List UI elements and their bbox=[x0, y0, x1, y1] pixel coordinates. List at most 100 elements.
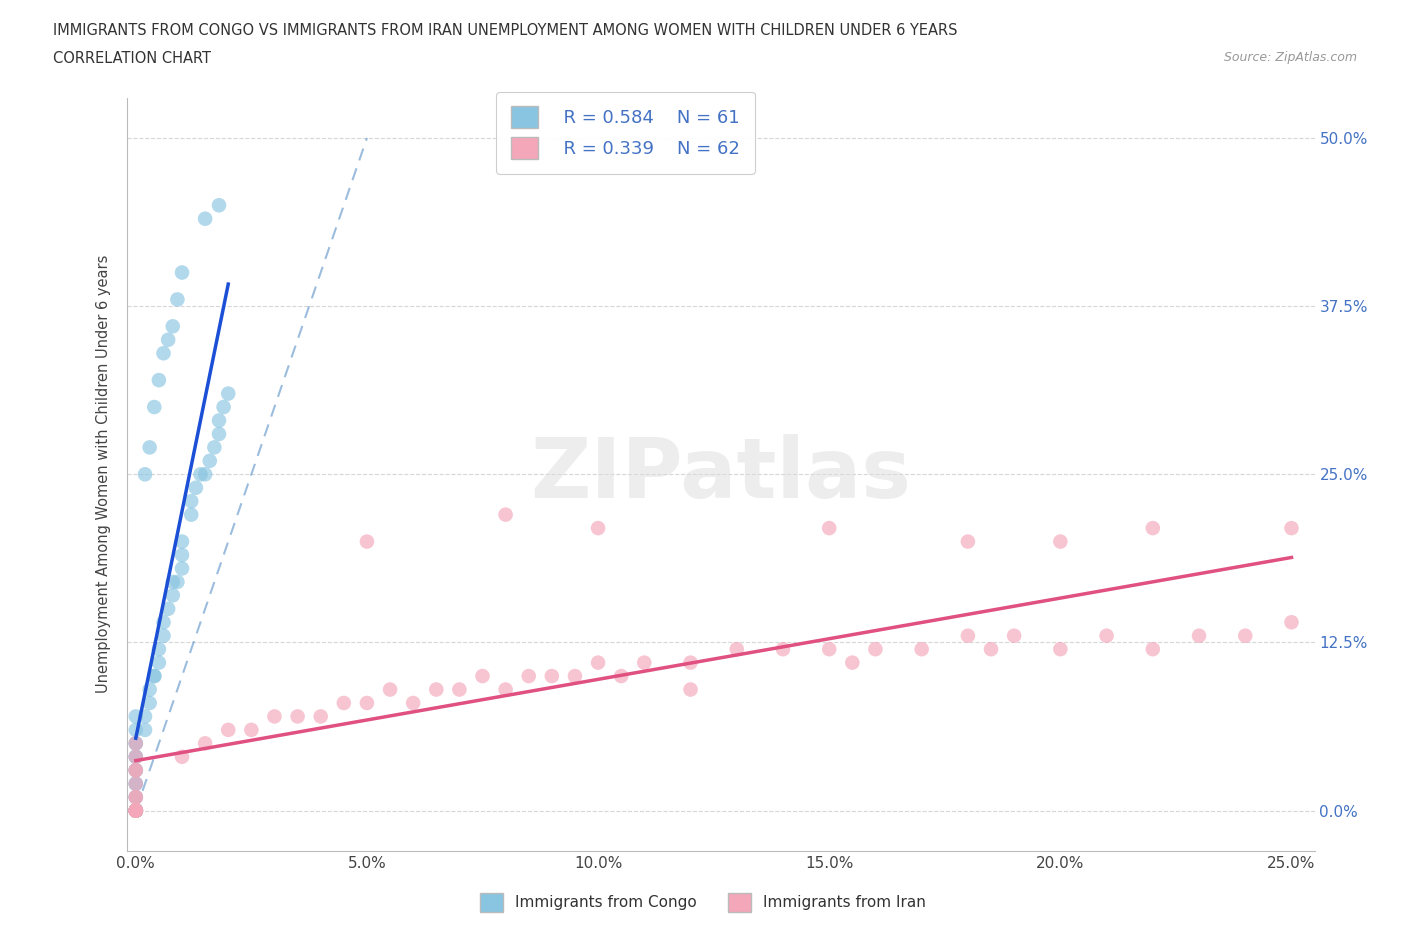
Point bbox=[138, 440, 160, 455]
Point bbox=[125, 804, 148, 818]
Point bbox=[356, 534, 378, 549]
Point bbox=[125, 790, 148, 804]
Point bbox=[202, 440, 225, 455]
Point bbox=[125, 804, 148, 818]
Text: CORRELATION CHART: CORRELATION CHART bbox=[53, 51, 211, 66]
Point bbox=[217, 386, 239, 401]
Point bbox=[956, 534, 979, 549]
Legend:   R = 0.584    N = 61,   R = 0.339    N = 62: R = 0.584 N = 61, R = 0.339 N = 62 bbox=[496, 92, 755, 174]
Point bbox=[166, 292, 188, 307]
Point bbox=[125, 790, 148, 804]
Point bbox=[170, 534, 193, 549]
Point bbox=[333, 696, 356, 711]
Point bbox=[125, 777, 148, 791]
Point bbox=[1142, 521, 1164, 536]
Point bbox=[495, 682, 517, 697]
Point bbox=[152, 346, 174, 361]
Point bbox=[148, 373, 170, 388]
Point bbox=[152, 615, 174, 630]
Point bbox=[309, 709, 332, 724]
Point bbox=[148, 656, 170, 671]
Point bbox=[125, 804, 148, 818]
Point bbox=[1234, 629, 1257, 644]
Legend: Immigrants from Congo, Immigrants from Iran: Immigrants from Congo, Immigrants from I… bbox=[474, 887, 932, 918]
Point bbox=[125, 790, 148, 804]
Point bbox=[157, 602, 180, 617]
Point bbox=[134, 709, 156, 724]
Point bbox=[125, 763, 148, 777]
Point bbox=[818, 642, 841, 657]
Point bbox=[1002, 629, 1025, 644]
Point bbox=[125, 736, 148, 751]
Point bbox=[170, 265, 193, 280]
Point bbox=[125, 750, 148, 764]
Point bbox=[125, 763, 148, 777]
Y-axis label: Unemployment Among Women with Children Under 6 years: Unemployment Among Women with Children U… bbox=[96, 255, 111, 694]
Point bbox=[152, 629, 174, 644]
Point bbox=[125, 777, 148, 791]
Point bbox=[471, 669, 494, 684]
Point bbox=[610, 669, 633, 684]
Point bbox=[586, 521, 609, 536]
Point bbox=[180, 507, 202, 522]
Point bbox=[198, 454, 221, 469]
Point bbox=[162, 588, 184, 603]
Point bbox=[125, 736, 148, 751]
Point bbox=[138, 682, 160, 697]
Point bbox=[1281, 521, 1303, 536]
Point bbox=[1049, 642, 1071, 657]
Point bbox=[148, 642, 170, 657]
Point bbox=[865, 642, 887, 657]
Point bbox=[125, 804, 148, 818]
Point bbox=[194, 467, 217, 482]
Point bbox=[125, 804, 148, 818]
Point bbox=[240, 723, 263, 737]
Point bbox=[1281, 615, 1303, 630]
Point bbox=[125, 804, 148, 818]
Point bbox=[125, 804, 148, 818]
Point bbox=[818, 521, 841, 536]
Point bbox=[125, 750, 148, 764]
Point bbox=[356, 696, 378, 711]
Point bbox=[1142, 642, 1164, 657]
Point bbox=[134, 467, 156, 482]
Point bbox=[956, 629, 979, 644]
Point bbox=[190, 467, 212, 482]
Point bbox=[143, 400, 166, 415]
Point bbox=[162, 319, 184, 334]
Point bbox=[679, 682, 702, 697]
Point bbox=[725, 642, 748, 657]
Point bbox=[125, 736, 148, 751]
Point bbox=[402, 696, 425, 711]
Point bbox=[212, 400, 235, 415]
Point bbox=[772, 642, 794, 657]
Point bbox=[194, 736, 217, 751]
Point bbox=[170, 750, 193, 764]
Point bbox=[162, 575, 184, 590]
Point bbox=[180, 494, 202, 509]
Point bbox=[633, 656, 655, 671]
Point bbox=[125, 804, 148, 818]
Point bbox=[1188, 629, 1211, 644]
Point bbox=[125, 804, 148, 818]
Point bbox=[125, 763, 148, 777]
Point bbox=[125, 804, 148, 818]
Point bbox=[125, 804, 148, 818]
Point bbox=[125, 804, 148, 818]
Point bbox=[425, 682, 447, 697]
Point bbox=[125, 804, 148, 818]
Point bbox=[125, 723, 148, 737]
Point bbox=[166, 575, 188, 590]
Text: ZIPatlas: ZIPatlas bbox=[530, 433, 911, 515]
Point bbox=[208, 413, 231, 428]
Point bbox=[449, 682, 471, 697]
Point bbox=[1049, 534, 1071, 549]
Point bbox=[378, 682, 401, 697]
Point bbox=[263, 709, 285, 724]
Point bbox=[157, 332, 180, 347]
Text: IMMIGRANTS FROM CONGO VS IMMIGRANTS FROM IRAN UNEMPLOYMENT AMONG WOMEN WITH CHIL: IMMIGRANTS FROM CONGO VS IMMIGRANTS FROM… bbox=[53, 23, 957, 38]
Point bbox=[980, 642, 1002, 657]
Point bbox=[217, 723, 239, 737]
Point bbox=[586, 656, 609, 671]
Point bbox=[125, 804, 148, 818]
